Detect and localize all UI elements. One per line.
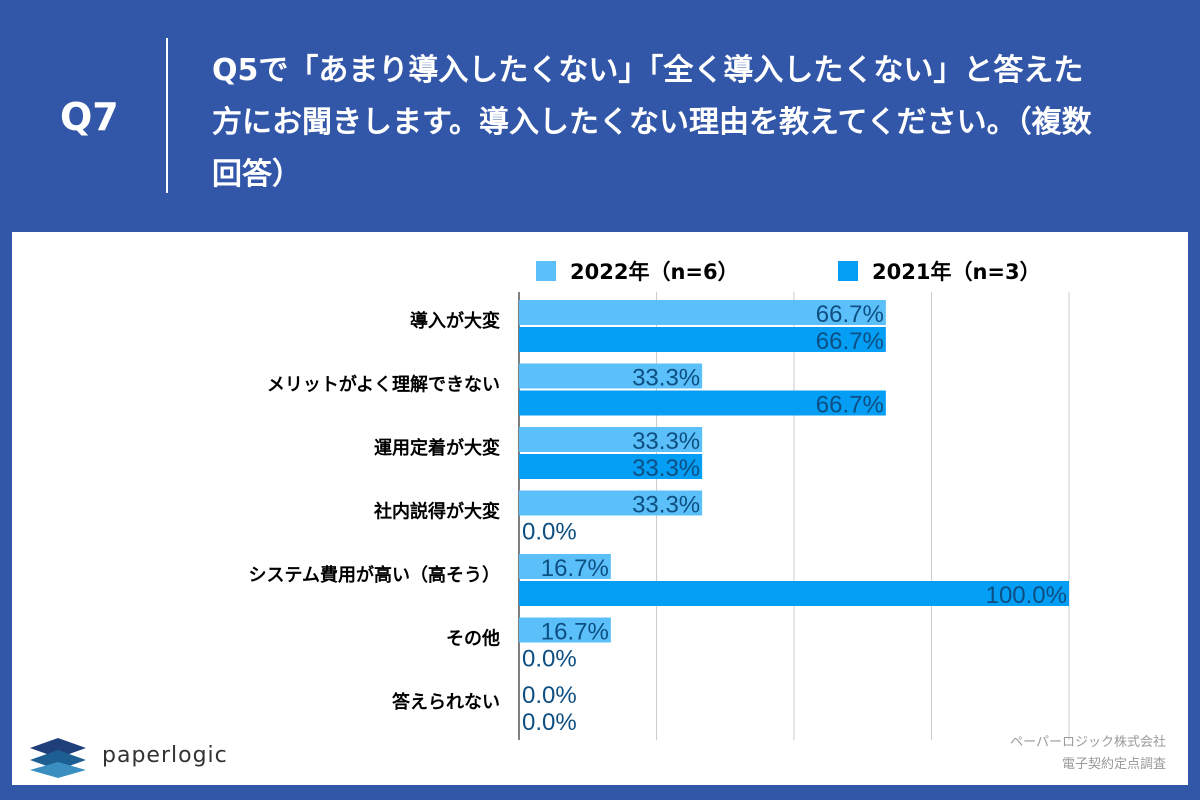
data-label: 66.7% xyxy=(816,328,884,355)
data-label: 16.7% xyxy=(541,619,609,646)
data-label: 33.3% xyxy=(632,492,700,519)
bar xyxy=(519,554,611,579)
data-label: 100.0% xyxy=(986,582,1067,609)
data-label: 66.7% xyxy=(816,392,884,419)
data-label: 0.0% xyxy=(522,682,577,709)
data-label: 16.7% xyxy=(541,555,609,582)
category-label: その他 xyxy=(446,628,500,650)
logo-icon xyxy=(30,738,86,778)
data-label: 66.7% xyxy=(816,301,884,328)
credit: ペーパーロジック株式会社 電子契約定点調査 xyxy=(1010,732,1166,776)
category-label: メリットがよく理解できない xyxy=(267,374,500,396)
category-label: 答えられない xyxy=(392,691,500,713)
category-label: 社内説得が大変 xyxy=(374,501,500,523)
data-label: 33.3% xyxy=(632,365,700,392)
legend-label: 2022年（n=6） xyxy=(570,260,739,284)
data-label: 33.3% xyxy=(632,455,700,482)
bar xyxy=(519,390,886,416)
question-number: Q7 xyxy=(60,95,119,139)
bar xyxy=(519,490,703,516)
question-text: Q5で「あまり導入したくない」「全く導入したくない」と答えた方にお聞きします。導… xyxy=(212,53,1092,192)
company-name: ペーパーロジック株式会社 xyxy=(1010,735,1166,750)
legend-swatch xyxy=(838,261,858,281)
data-label: 0.0% xyxy=(522,646,577,673)
bar xyxy=(519,363,703,389)
survey-name: 電子契約定点調査 xyxy=(1061,757,1166,772)
bar xyxy=(519,327,886,352)
logo: paperlogic xyxy=(28,730,228,780)
logo-text: paperlogic xyxy=(102,742,228,768)
legend-swatch xyxy=(536,261,556,281)
category-label: システム費用が高い（高そう） xyxy=(249,564,500,586)
divider xyxy=(166,38,168,193)
data-label: 0.0% xyxy=(522,709,577,736)
category-label: 導入が大変 xyxy=(410,310,500,332)
bar xyxy=(519,581,1069,606)
bar xyxy=(519,617,611,643)
legend-label: 2021年（n=3） xyxy=(872,260,1041,284)
bar xyxy=(519,454,703,479)
bar xyxy=(519,300,886,325)
category-label: 運用定着が大変 xyxy=(374,437,500,459)
bar xyxy=(519,427,703,452)
data-label: 0.0% xyxy=(522,519,577,546)
data-label: 33.3% xyxy=(632,428,700,455)
